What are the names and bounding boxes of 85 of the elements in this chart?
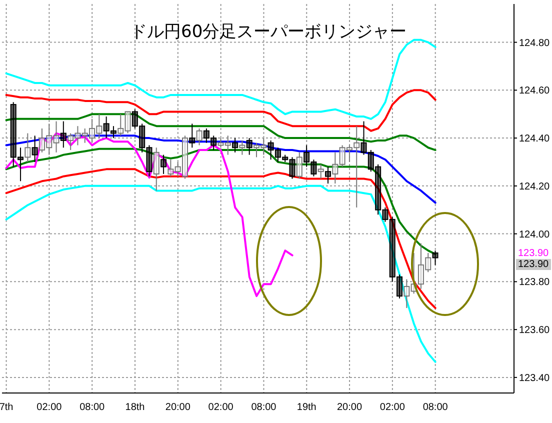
line-series xyxy=(5,38,436,120)
candlestick xyxy=(432,250,438,266)
candlestick xyxy=(74,126,81,146)
candlestick xyxy=(332,152,338,184)
candlestick xyxy=(146,144,152,177)
candlestick xyxy=(318,164,324,180)
candlestick xyxy=(218,138,224,148)
candlestick xyxy=(339,144,346,168)
candlestick xyxy=(10,102,16,168)
candlestick xyxy=(153,147,160,192)
candlestick xyxy=(382,206,388,222)
candlestick xyxy=(203,128,210,144)
x-tick-label: 20:00 xyxy=(165,402,191,413)
x-tick-label: 02:00 xyxy=(380,402,406,413)
y-tick-label: 124.40 xyxy=(519,134,550,145)
candlestick xyxy=(210,135,217,151)
candlestick xyxy=(368,150,374,172)
x-tick-label: 02:00 xyxy=(208,402,234,413)
candlestick xyxy=(389,216,396,282)
candlestick xyxy=(174,161,181,177)
candlestick xyxy=(282,154,288,162)
y-tick-label: 123.40 xyxy=(519,372,550,384)
line-series xyxy=(5,89,436,132)
line-series xyxy=(5,132,294,298)
candlestick xyxy=(139,123,146,153)
candlestick xyxy=(18,147,24,182)
candlestick xyxy=(260,138,267,156)
candlestick xyxy=(425,252,432,273)
candlestick xyxy=(160,154,167,174)
candlestick xyxy=(375,164,382,216)
x-tick-label: 08:00 xyxy=(80,402,106,413)
candlestick xyxy=(110,126,116,139)
x-tick-label: 02:00 xyxy=(36,402,62,413)
candlestick xyxy=(182,135,188,180)
y-tick-label: 124.00 xyxy=(519,229,550,240)
candlestick xyxy=(60,120,66,148)
candlestick xyxy=(274,147,281,162)
candlestick xyxy=(103,116,110,139)
x-tick-label: 19th xyxy=(296,402,316,413)
candlestick xyxy=(289,156,296,180)
y-tick-label: 124.80 xyxy=(519,38,550,49)
candlestick xyxy=(168,159,174,177)
candlestick xyxy=(89,118,96,144)
x-tick-label: 08:00 xyxy=(251,402,277,413)
candlestick xyxy=(124,111,131,134)
candlestick xyxy=(68,132,74,151)
candlestick xyxy=(118,114,124,136)
candlestick xyxy=(96,114,102,139)
x-tick-label: 7th xyxy=(0,402,14,413)
x-tick-label: 20:00 xyxy=(337,402,362,413)
x-tick-label: 08:00 xyxy=(422,402,448,413)
candlestick xyxy=(396,274,403,299)
text: 123.90 xyxy=(517,248,550,259)
candlestick xyxy=(82,128,88,144)
line-series xyxy=(5,184,436,363)
candlestick xyxy=(53,120,60,153)
candlestick xyxy=(418,242,424,290)
candlestick xyxy=(296,152,302,180)
candlestick xyxy=(189,123,196,148)
candlestick xyxy=(354,126,360,208)
candlestick xyxy=(304,144,310,168)
candlestick xyxy=(253,142,260,158)
candlestick xyxy=(325,166,332,184)
text: 123.90 xyxy=(516,259,551,270)
candlestick xyxy=(239,140,246,156)
candlestick xyxy=(132,108,138,129)
candlestick xyxy=(32,135,38,162)
candlestick xyxy=(346,144,352,162)
x-tick-label: 18th xyxy=(125,402,145,413)
candlestick xyxy=(24,132,31,162)
y-tick-label: 123.80 xyxy=(519,277,550,288)
y-tick-label: 123.60 xyxy=(519,325,550,336)
candlestick xyxy=(268,140,274,160)
candlestick xyxy=(196,128,202,146)
y-tick-label: 124.20 xyxy=(519,181,550,192)
text: ドル円60分足スーパーボリンジャー xyxy=(130,21,407,43)
candlestick xyxy=(404,278,410,309)
candlestick xyxy=(360,120,367,156)
candlestick xyxy=(246,138,252,156)
candlestick xyxy=(232,138,238,153)
candlestick xyxy=(38,128,45,153)
y-tick-label: 124.60 xyxy=(519,86,550,97)
candlestick xyxy=(46,123,52,156)
candlestick xyxy=(310,159,317,177)
candlestick xyxy=(224,135,231,156)
